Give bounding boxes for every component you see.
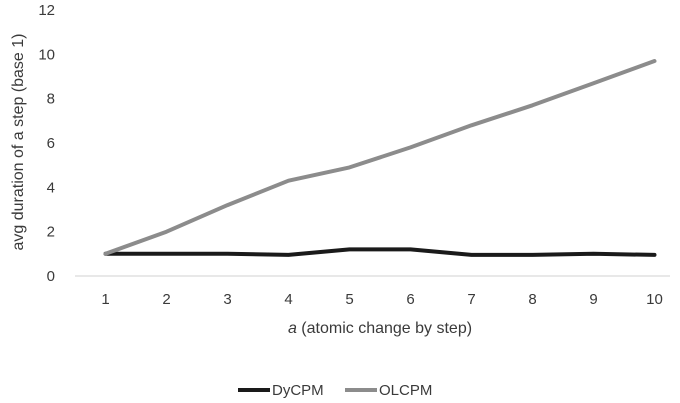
y-axis-title: avg duration of a step (base 1) [10,33,27,250]
x-tick-label: 10 [646,291,663,308]
x-tick-label: 7 [467,291,475,308]
x-axis-title-text: (atomic change by step) [297,320,472,337]
y-tick-labels: 0 2 4 6 8 10 12 [38,2,55,285]
series-line-dycpm [103,247,657,257]
series-line-olcpm [103,59,657,256]
y-tick-label: 12 [38,2,55,19]
x-tick-label: 2 [162,291,170,308]
legend: DyCPM OLCPM [238,382,432,399]
y-tick-label: 6 [47,135,55,152]
legend-label-olcpm: OLCPM [379,382,432,399]
x-tick-labels: 1 2 3 4 5 6 7 8 9 10 [101,291,663,308]
x-tick-label: 8 [528,291,536,308]
y-tick-label: 10 [38,46,55,63]
x-tick-label: 4 [284,291,292,308]
x-tick-label: 5 [345,291,353,308]
legend-label-dycpm: DyCPM [272,382,324,399]
x-axis-title-variable: a [288,320,297,337]
y-tick-label: 4 [47,179,55,196]
y-tick-label: 2 [47,224,55,241]
y-tick-label: 8 [47,91,55,108]
x-tick-label: 6 [406,291,414,308]
x-axis-title: a (atomic change by step) [288,320,472,337]
series-lines [103,59,657,257]
x-tick-label: 9 [589,291,597,308]
x-tick-label: 3 [223,291,231,308]
x-tick-label: 1 [101,291,109,308]
y-tick-label: 0 [47,268,55,285]
